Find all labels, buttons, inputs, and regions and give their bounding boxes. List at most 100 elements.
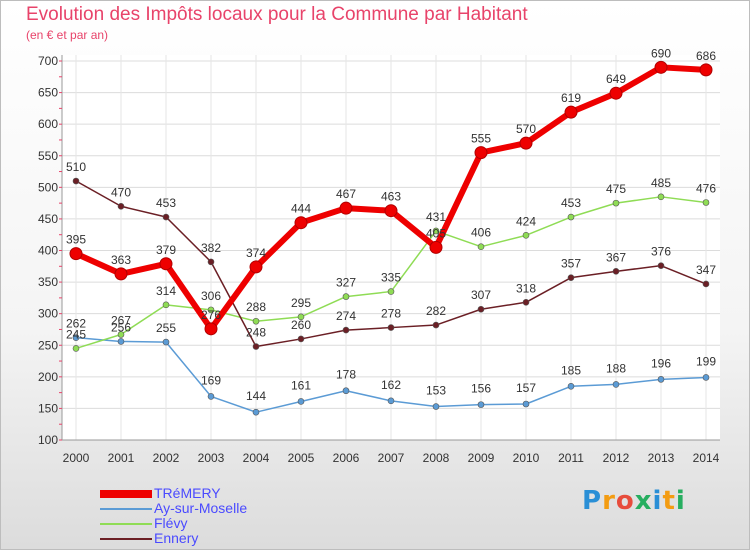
data-label: 570 — [516, 122, 536, 136]
data-point — [117, 202, 125, 210]
legend-swatch — [100, 538, 152, 540]
data-label: 276 — [201, 308, 221, 322]
data-point — [339, 201, 353, 215]
data-label: 485 — [651, 176, 671, 190]
data-label: 307 — [471, 288, 491, 302]
data-point — [429, 240, 443, 254]
data-point — [342, 387, 350, 395]
data-point — [207, 393, 215, 400]
legend-swatch — [100, 523, 152, 525]
data-label: 157 — [516, 381, 536, 395]
logo-letter: P — [582, 486, 603, 516]
data-label: 382 — [201, 241, 221, 255]
data-point — [522, 232, 530, 239]
data-point — [162, 301, 170, 309]
data-label: 314 — [156, 284, 176, 298]
data-point — [702, 280, 710, 288]
data-point — [657, 193, 665, 201]
data-label: 248 — [246, 326, 266, 340]
data-label: 475 — [606, 182, 626, 196]
chart-subtitle: (en € et par an) — [26, 28, 109, 42]
data-label: 374 — [246, 246, 266, 260]
data-point — [252, 343, 260, 350]
data-point — [612, 381, 620, 388]
data-point — [564, 105, 578, 119]
data-point — [702, 199, 710, 206]
data-label: 188 — [606, 361, 626, 375]
data-point — [432, 321, 440, 329]
data-label: 267 — [111, 314, 131, 328]
data-point — [567, 383, 575, 390]
x-tick-label: 2010 — [513, 451, 540, 465]
y-tick-label: 600 — [38, 117, 58, 131]
data-label: 555 — [471, 132, 491, 146]
data-label: 335 — [381, 271, 401, 285]
data-point — [342, 326, 350, 334]
data-label: 318 — [516, 281, 536, 295]
data-label: 406 — [471, 226, 491, 240]
x-tick-label: 2001 — [108, 451, 135, 465]
data-label: 255 — [156, 321, 176, 335]
data-label: 169 — [201, 373, 221, 387]
data-point — [72, 177, 80, 185]
data-point — [702, 374, 710, 381]
data-point — [162, 338, 170, 346]
proxiti-logo: Proxiti — [582, 486, 686, 516]
data-label: 256 — [111, 320, 131, 334]
data-point — [294, 216, 308, 230]
x-tick-label: 2000 — [63, 451, 90, 465]
data-label: 379 — [156, 243, 176, 257]
data-label: 199 — [696, 354, 716, 368]
logo-letter: i — [675, 486, 686, 516]
data-label: 463 — [381, 190, 401, 204]
x-tick-label: 2002 — [153, 451, 180, 465]
data-point — [117, 338, 125, 345]
data-label: 156 — [471, 382, 491, 396]
data-point — [384, 204, 398, 218]
data-point — [522, 298, 530, 306]
data-point — [207, 306, 215, 314]
data-label: 278 — [381, 307, 401, 321]
legend-swatch — [100, 490, 152, 498]
data-point — [474, 146, 488, 160]
data-point — [657, 262, 665, 269]
data-point — [69, 247, 83, 261]
y-tick-label: 250 — [38, 338, 58, 352]
data-label: 162 — [381, 378, 401, 392]
data-label: 649 — [606, 72, 626, 86]
data-label: 376 — [651, 245, 671, 259]
data-point — [567, 274, 575, 281]
y-tick-label: 200 — [38, 370, 58, 384]
data-point — [342, 293, 350, 300]
logo-letter: t — [662, 486, 676, 516]
data-point — [387, 324, 395, 331]
data-label: 431 — [426, 210, 446, 224]
legend-label: Ennery — [154, 530, 199, 546]
data-label: 395 — [66, 233, 86, 247]
data-point — [204, 322, 218, 336]
data-label: 153 — [426, 384, 446, 398]
data-point — [72, 345, 80, 352]
y-tick-label: 550 — [38, 149, 58, 163]
data-label: 363 — [111, 253, 131, 267]
data-point — [567, 213, 575, 221]
data-label: 619 — [561, 91, 581, 105]
data-label: 405 — [426, 226, 446, 240]
data-point — [477, 243, 485, 251]
x-tick-label: 2009 — [468, 451, 495, 465]
data-point — [114, 267, 128, 281]
data-point — [612, 199, 620, 207]
data-point — [72, 334, 80, 341]
y-tick-label: 700 — [38, 54, 58, 68]
data-label: 476 — [696, 181, 716, 195]
data-label: 282 — [426, 304, 446, 318]
legend-label: Ay-sur-Moselle — [154, 500, 248, 516]
x-tick-label: 2004 — [243, 451, 270, 465]
logo-letter: o — [615, 486, 635, 516]
data-label: 327 — [336, 276, 356, 290]
data-label: 295 — [291, 296, 311, 310]
data-label: 262 — [66, 317, 86, 331]
data-point — [699, 63, 713, 77]
y-tick-label: 350 — [38, 275, 58, 289]
